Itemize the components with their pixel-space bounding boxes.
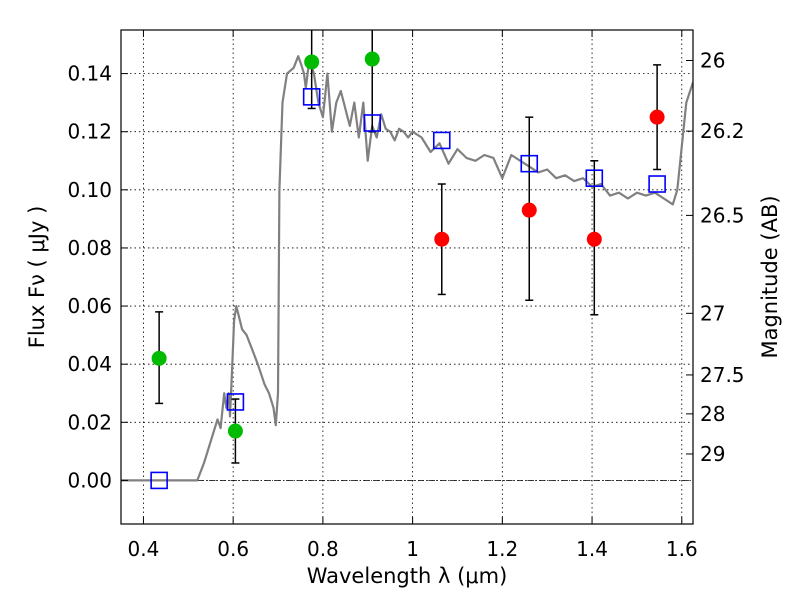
- y-tick-label: 0.12: [67, 120, 112, 144]
- y2-tick-label: 26.2: [700, 119, 745, 143]
- y2-tick-label: 28: [700, 402, 725, 426]
- axis-ticks: [121, 30, 693, 524]
- x-axis-label: Wavelength λ (μm): [307, 564, 508, 588]
- y-axis-label: Flux Fν ( μJy ): [25, 206, 49, 349]
- x-tick-label: 1.4: [576, 537, 608, 561]
- optical-detection-point: [227, 423, 243, 439]
- x-tick-label: 1.2: [486, 537, 518, 561]
- model-point-square: [150, 471, 168, 490]
- optical-detection-point: [364, 51, 380, 67]
- x-tick-label: 1: [406, 537, 419, 561]
- nir-detection-point: [521, 202, 537, 218]
- x-tick-label: 0.8: [307, 537, 339, 561]
- nir-detection-point: [586, 231, 602, 247]
- model-point-square: [363, 114, 382, 132]
- nir-detection-point: [649, 109, 665, 125]
- model-point-square: [585, 169, 604, 187]
- x-tick-label: 0.4: [128, 537, 160, 561]
- y2-tick-label: 27: [700, 301, 725, 325]
- y-tick-label: 0.00: [67, 468, 112, 492]
- y-tick-label: 0.06: [67, 294, 112, 318]
- y-tick-label: 0.10: [67, 178, 112, 202]
- plot-frame: [120, 29, 694, 525]
- y2-tick-label: 29: [700, 442, 725, 466]
- y-tick-label: 0.04: [67, 352, 112, 376]
- y2-axis-label: Magnitude (AB): [758, 195, 782, 358]
- y-tick-label: 0.14: [67, 62, 112, 86]
- optical-detection-point: [151, 350, 167, 366]
- model-point-square: [432, 131, 451, 150]
- model-points: [150, 88, 666, 490]
- model-point-square: [226, 393, 245, 411]
- plot-background: [121, 30, 693, 524]
- model-point-square: [648, 175, 666, 193]
- x-tick-label: 1.6: [666, 537, 698, 561]
- tick-labels: 0.4 0.6 0.8 1 1.2 1.4 1.6 0.00 0.02 0.04 0.06 0.08 0…: [67, 49, 744, 561]
- nir-detection-point: [434, 231, 450, 247]
- y-tick-label: 0.02: [67, 410, 112, 434]
- model-point-square: [302, 88, 321, 106]
- y2-tick-label: 27.5: [700, 363, 745, 387]
- data-points: [151, 51, 665, 439]
- optical-detection-point: [304, 54, 320, 70]
- y2-tick-label: 26.5: [700, 203, 745, 227]
- model-point-square: [520, 154, 539, 173]
- x-tick-label: 0.6: [217, 537, 249, 561]
- y-tick-label: 0.08: [67, 236, 112, 260]
- y2-tick-label: 26: [700, 49, 725, 73]
